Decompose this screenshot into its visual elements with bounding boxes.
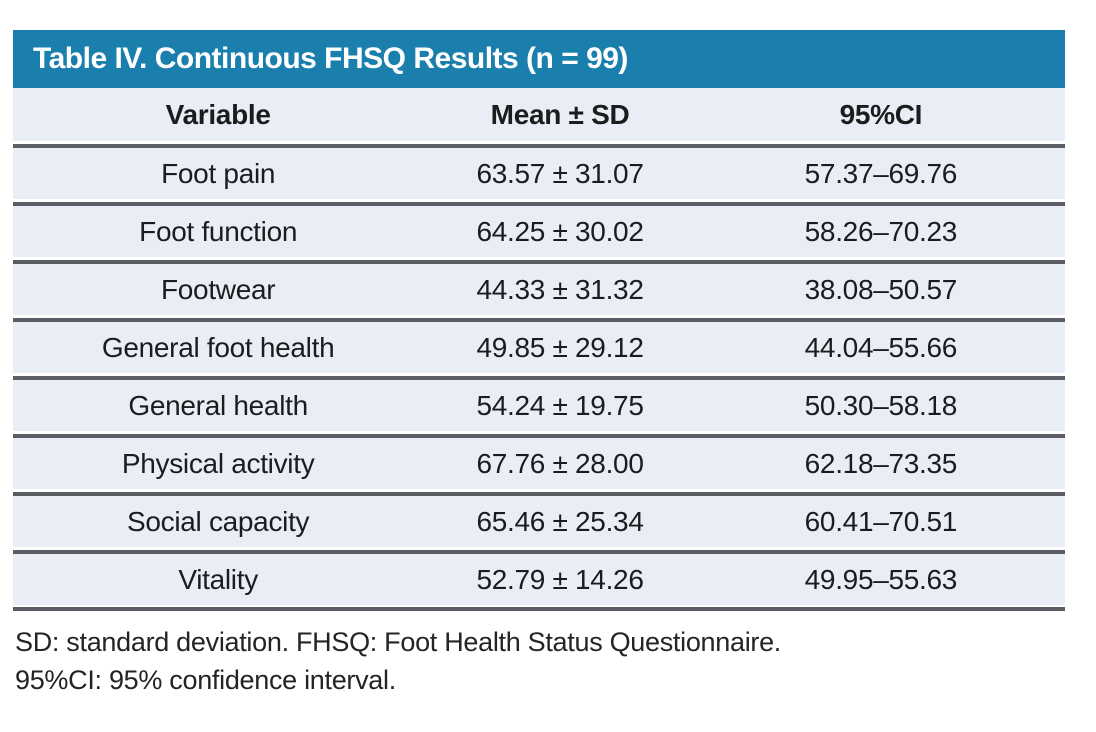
row-cell-mean-sd: 64.25 ± 30.02 <box>476 215 644 247</box>
row-cell-mean-sd: 65.46 ± 25.34 <box>476 505 644 537</box>
bottom-divider <box>13 607 1065 611</box>
table-row: Vitality 52.79 ± 14.26 49.95–55.63 <box>13 554 1065 605</box>
row-divider <box>13 376 1065 380</box>
row-cell-variable: Footwear <box>160 273 276 305</box>
row-cell-95ci: 57.37–69.76 <box>804 157 958 189</box>
table-row: General foot health 49.85 ± 29.12 44.04–… <box>13 322 1065 373</box>
row-divider <box>13 434 1065 438</box>
row-divider <box>13 260 1065 264</box>
table-row: General health 54.24 ± 19.75 50.30–58.18 <box>13 380 1065 431</box>
row-cell-mean-sd: 67.76 ± 28.00 <box>476 447 644 479</box>
row-cell-variable: Foot function <box>139 215 298 247</box>
table-title: Table IV. Continuous FHSQ Results (n = 9… <box>33 42 628 75</box>
column-header-mean-sd: Mean ± SD <box>490 98 630 130</box>
footnote-confidence-interval: 95%CI: 95% confidence interval. <box>15 665 396 695</box>
column-header-variable: Variable <box>165 98 271 130</box>
footnote-abbreviations: SD: standard deviation. FHSQ: Foot Healt… <box>15 627 781 657</box>
row-cell-variable: Vitality <box>178 563 258 595</box>
table-body: Foot pain 63.57 ± 31.07 57.37–69.76 Foot… <box>13 148 1065 605</box>
table-row: Footwear 44.33 ± 31.32 38.08–50.57 <box>13 264 1065 315</box>
row-cell-variable: Social capacity <box>127 505 310 537</box>
row-cell-95ci: 60.41–70.51 <box>804 505 958 537</box>
row-cell-95ci: 50.30–58.18 <box>804 389 958 421</box>
table-row: Foot pain 63.57 ± 31.07 57.37–69.76 <box>13 148 1065 199</box>
table-footnotes: SD: standard deviation. FHSQ: Foot Healt… <box>13 623 1065 699</box>
row-cell-95ci: 62.18–73.35 <box>804 447 958 479</box>
row-cell-mean-sd: 52.79 ± 14.26 <box>476 563 644 595</box>
table-row: Physical activity 67.76 ± 28.00 62.18–73… <box>13 438 1065 489</box>
row-cell-mean-sd: 44.33 ± 31.32 <box>476 273 644 305</box>
row-cell-95ci: 38.08–50.57 <box>804 273 958 305</box>
row-cell-95ci: 49.95–55.63 <box>804 563 958 595</box>
row-divider <box>13 202 1065 206</box>
row-cell-95ci: 44.04–55.66 <box>804 331 958 363</box>
column-header-95ci: 95%CI <box>839 98 923 130</box>
row-cell-95ci: 58.26–70.23 <box>804 215 958 247</box>
table-title-bar: Table IV. Continuous FHSQ Results (n = 9… <box>13 30 1065 88</box>
row-cell-variable: Physical activity <box>121 447 315 479</box>
table-row: Social capacity 65.46 ± 25.34 60.41–70.5… <box>13 496 1065 547</box>
table-header-row: Variable Mean ± SD 95%CI <box>13 88 1065 141</box>
row-cell-variable: General foot health <box>101 331 335 363</box>
header-divider <box>13 144 1065 148</box>
table-row: Foot function 64.25 ± 30.02 58.26–70.23 <box>13 206 1065 257</box>
row-divider <box>13 492 1065 496</box>
row-cell-variable: Foot pain <box>161 157 276 189</box>
row-cell-variable: General health <box>128 389 308 421</box>
row-divider <box>13 318 1065 322</box>
row-cell-mean-sd: 49.85 ± 29.12 <box>476 331 644 363</box>
row-cell-mean-sd: 63.57 ± 31.07 <box>476 157 644 189</box>
row-cell-mean-sd: 54.24 ± 19.75 <box>476 389 644 421</box>
row-divider <box>13 550 1065 554</box>
fhsq-results-table: Table IV. Continuous FHSQ Results (n = 9… <box>13 30 1065 699</box>
